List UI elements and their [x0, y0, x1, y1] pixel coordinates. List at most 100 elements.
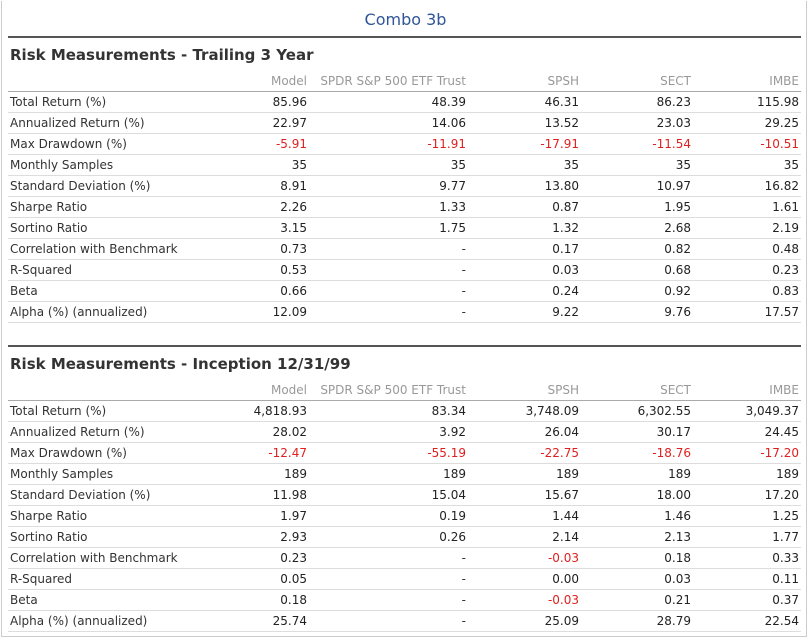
table-cell: 15.67	[468, 484, 581, 506]
table-cell: 1.32	[468, 217, 581, 239]
row-label: R-Squared	[8, 259, 226, 281]
row-label: Beta	[8, 589, 226, 611]
table-row: Correlation with Benchmark 0.73-0.17 0.82 0…	[8, 238, 801, 260]
table-cell: 2.26	[226, 196, 309, 218]
table-cell: -5.91	[226, 133, 309, 155]
table-cell: 0.23	[693, 259, 801, 281]
table-cell: -	[309, 280, 468, 302]
header-blank	[8, 379, 226, 401]
table-row: Annualized Return (%) 22.97 14.06 13.52 23.0…	[8, 112, 801, 134]
table-cell: 2.68	[581, 217, 693, 239]
table-row: Sharpe Ratio 1.97 0.19 1.44 1.46 1.25	[8, 505, 801, 527]
table-row: Sortino Ratio 2.93 0.26 2.14 2.13 1.77	[8, 526, 801, 548]
table-cell: 0.92	[581, 280, 693, 302]
table-cell: -11.54	[581, 133, 693, 155]
table-cell: -12.47	[226, 442, 309, 464]
table-row: Beta 0.66-0.24 0.92 0.83	[8, 280, 801, 302]
table-cell: 2.19	[693, 217, 801, 239]
table-cell: 1.33	[309, 196, 468, 218]
row-label: Total Return (%)	[8, 400, 226, 422]
table-cell: 22.54	[693, 610, 801, 632]
column-header: SPSH	[468, 70, 581, 92]
table-cell: 28.79	[581, 610, 693, 632]
table-cell: 1.44	[468, 505, 581, 527]
table-cell: -	[309, 547, 468, 569]
row-label: Total Return (%)	[8, 91, 226, 113]
column-header: Model	[226, 379, 309, 401]
table-cell: 6,302.55	[581, 400, 693, 422]
table-row: Beta 0.18- -0.03 0.21 0.37	[8, 589, 801, 611]
risk-table: Model SPDR S&P 500 ETF Trust SPSH SECT IMBE …	[8, 379, 801, 632]
table-cell: 28.02	[226, 421, 309, 443]
table-cell: 3,748.09	[468, 400, 581, 422]
table-cell: 18.00	[581, 484, 693, 506]
table-cell: 12.09	[226, 301, 309, 323]
table-header-row: Model SPDR S&P 500 ETF Trust SPSH SECT IMBE	[8, 379, 801, 401]
table-cell: -10.51	[693, 133, 801, 155]
table-cell: -17.91	[468, 133, 581, 155]
table-cell: 189	[581, 463, 693, 485]
table-cell: 85.96	[226, 91, 309, 113]
table-cell: -	[309, 610, 468, 632]
table-cell: 2.13	[581, 526, 693, 548]
row-label: Max Drawdown (%)	[8, 133, 226, 155]
column-header: IMBE	[693, 379, 801, 401]
table-cell: 0.82	[581, 238, 693, 260]
table-cell: 35	[581, 154, 693, 176]
row-label: Monthly Samples	[8, 463, 226, 485]
table-cell: 23.03	[581, 112, 693, 134]
table-cell: 189	[468, 463, 581, 485]
row-label: Annualized Return (%)	[8, 112, 226, 134]
table-row: Max Drawdown (%) -12.47 -55.19 -22.75 -18.76…	[8, 442, 801, 464]
table-row: Monthly Samples 189 189 189 189 189	[8, 463, 801, 485]
row-label: Max Drawdown (%)	[8, 442, 226, 464]
section-title: Risk Measurements - Inception 12/31/99	[8, 345, 801, 379]
table-cell: 86.23	[581, 91, 693, 113]
table-cell: -	[309, 568, 468, 590]
table-cell: 0.26	[309, 526, 468, 548]
table-cell: 24.45	[693, 421, 801, 443]
table-cell: 189	[226, 463, 309, 485]
table-cell: 2.93	[226, 526, 309, 548]
page-title: Combo 3b	[364, 10, 447, 29]
table-cell: 0.73	[226, 238, 309, 260]
table-cell: 83.34	[309, 400, 468, 422]
table-cell: 13.52	[468, 112, 581, 134]
table-cell: 0.03	[468, 259, 581, 281]
table-header-row: Model SPDR S&P 500 ETF Trust SPSH SECT IMBE	[8, 70, 801, 92]
table-cell: 13.80	[468, 175, 581, 197]
table-cell: 3.15	[226, 217, 309, 239]
table-cell: 4,818.93	[226, 400, 309, 422]
table-cell: -	[309, 238, 468, 260]
table-cell: 0.66	[226, 280, 309, 302]
table-row: Alpha (%) (annualized) 25.74-25.09 28.79 22…	[8, 610, 801, 632]
column-header: Model	[226, 70, 309, 92]
table-body: Total Return (%) 4,818.93 83.34 3,748.09 6,3…	[8, 400, 801, 632]
table-cell: 35	[468, 154, 581, 176]
column-header: SECT	[581, 379, 693, 401]
table-cell: 10.97	[581, 175, 693, 197]
table-cell: 0.19	[309, 505, 468, 527]
table-cell: 1.97	[226, 505, 309, 527]
table-cell: 0.18	[581, 547, 693, 569]
table-cell: 1.75	[309, 217, 468, 239]
table-row: Monthly Samples 35 35 35 35 35	[8, 154, 801, 176]
table-cell: 189	[309, 463, 468, 485]
table-cell: 3,049.37	[693, 400, 801, 422]
table-body: Total Return (%) 85.96 48.39 46.31 86.23 115.…	[8, 91, 801, 323]
row-label: Alpha (%) (annualized)	[8, 301, 226, 323]
table-cell: 30.17	[581, 421, 693, 443]
table-cell: 11.98	[226, 484, 309, 506]
table-cell: 0.23	[226, 547, 309, 569]
table-row: R-Squared 0.53-0.03 0.68 0.23	[8, 259, 801, 281]
table-row: Annualized Return (%) 28.02 3.92 26.04 30.17…	[8, 421, 801, 443]
table-cell: -	[309, 259, 468, 281]
table-cell: 26.04	[468, 421, 581, 443]
table-cell: 0.18	[226, 589, 309, 611]
table-cell: -0.03	[468, 589, 581, 611]
table-row: Standard Deviation (%) 11.98 15.04 15.67 18.…	[8, 484, 801, 506]
section-inception: Risk Measurements - Inception 12/31/99 M…	[8, 345, 801, 632]
table-cell: 0.37	[693, 589, 801, 611]
column-header: IMBE	[693, 70, 801, 92]
